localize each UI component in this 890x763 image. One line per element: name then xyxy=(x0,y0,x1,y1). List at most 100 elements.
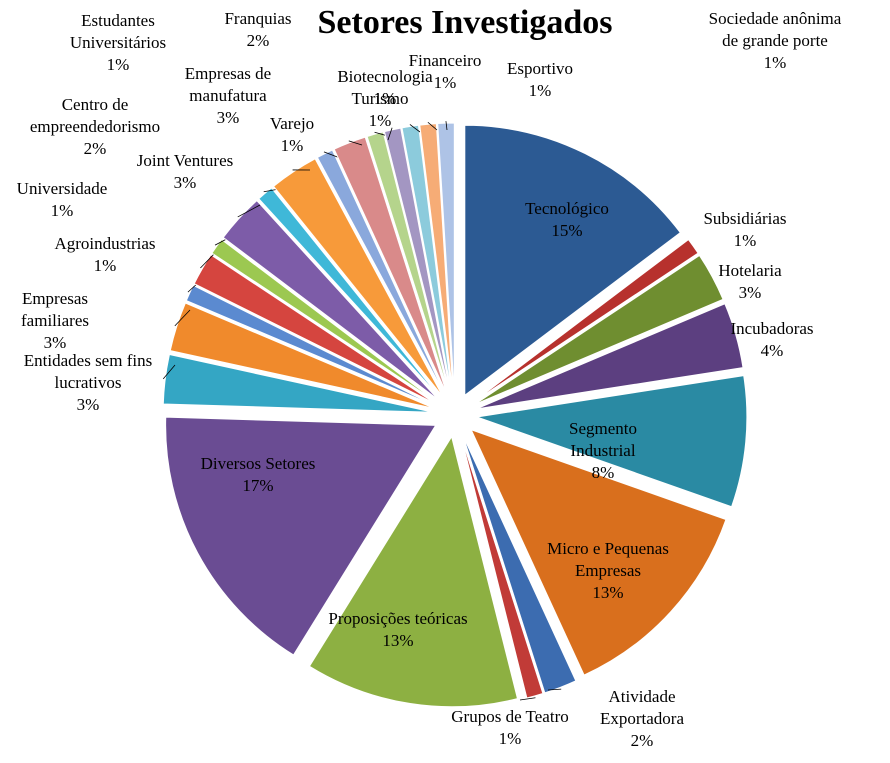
pie-slice xyxy=(460,436,544,699)
pie-slice xyxy=(464,124,681,397)
pie-slice xyxy=(366,131,450,394)
slice-label: Turismo 1% xyxy=(350,88,410,132)
slice-label: Sociedade anônima de grande porte 1% xyxy=(705,8,845,74)
value-label: 2% xyxy=(83,139,107,158)
category-label: Agroindustrias xyxy=(54,234,156,253)
value-label: 1% xyxy=(50,201,74,220)
value-label: 2% xyxy=(246,31,270,50)
leader-line xyxy=(547,688,562,691)
slice-label: Varejo 1% xyxy=(262,113,322,157)
value-label: 1% xyxy=(373,89,397,108)
pie-slice xyxy=(222,199,440,401)
slice-label: Financeiro 1% xyxy=(395,50,495,94)
category-label: Incubadoras xyxy=(730,319,814,338)
pie-slice xyxy=(316,149,446,396)
pie-slice xyxy=(258,187,442,399)
value-label: 1% xyxy=(528,81,552,100)
category-label: Tecnológico xyxy=(525,199,609,218)
category-label: Segmento Industrial xyxy=(569,419,637,460)
slice-label: Subsidiárias 1% xyxy=(685,208,805,252)
category-label: Centro de empreendedorismo xyxy=(29,95,161,136)
leader-line xyxy=(427,121,438,131)
pie-slice xyxy=(472,238,699,403)
category-label: Empresas familiares xyxy=(21,289,89,330)
pie-slice xyxy=(162,353,434,413)
value-label: 1% xyxy=(498,729,522,748)
slice-label: Incubadoras 4% xyxy=(712,318,832,362)
value-label: 8% xyxy=(591,463,615,482)
value-label: 3% xyxy=(738,283,762,302)
value-label: 13% xyxy=(592,583,624,602)
value-label: 1% xyxy=(763,53,787,72)
slice-label: Grupos de Teatro 1% xyxy=(425,706,595,750)
pie-slice xyxy=(272,158,444,397)
leader-line xyxy=(387,127,393,141)
value-label: 3% xyxy=(76,395,100,414)
value-label: 13% xyxy=(382,631,414,650)
slice-label: Agroindustrias 1% xyxy=(30,233,180,277)
leader-line xyxy=(348,140,363,146)
category-label: Financeiro xyxy=(408,51,482,70)
value-label: 1% xyxy=(433,73,457,92)
leader-line xyxy=(519,697,536,701)
pie-slice xyxy=(165,416,437,656)
slice-label: Atividade Exportadora 2% xyxy=(577,686,707,752)
category-label: Franquias xyxy=(224,9,292,28)
slice-label: Biotecnologia 1% xyxy=(325,66,445,110)
slice-label: Joint Ventures 3% xyxy=(120,150,250,194)
value-label: 3% xyxy=(43,333,67,352)
category-label: Entidades sem fins lucrativos xyxy=(23,351,153,392)
slice-label: Esportivo 1% xyxy=(490,58,590,102)
slice-label: Segmento Industrial 8% xyxy=(538,418,668,484)
category-label: Proposições teóricas xyxy=(328,609,468,628)
category-label: Grupos de Teatro xyxy=(451,707,569,726)
category-label: Universidade xyxy=(16,179,108,198)
value-label: 3% xyxy=(216,108,240,127)
value-label: 1% xyxy=(368,111,392,130)
pie-slice xyxy=(308,435,519,708)
slice-label: Proposições teóricas 13% xyxy=(328,608,468,652)
pie-slice xyxy=(462,435,577,694)
leader-line xyxy=(237,204,261,218)
category-label: Esportivo xyxy=(506,59,574,78)
pie-slice xyxy=(470,428,727,676)
slice-label: Diversos Setores 17% xyxy=(178,453,338,497)
value-label: 15% xyxy=(551,221,583,240)
slice-label: Micro e Pequenas Empresas 13% xyxy=(528,538,688,604)
value-label: 1% xyxy=(93,256,117,275)
slice-label: Centro de empreendedorismo 2% xyxy=(10,94,180,160)
category-label: Subsidiárias xyxy=(703,209,787,228)
pie-slice xyxy=(419,123,454,394)
slice-label: Franquias 2% xyxy=(208,8,308,52)
slice-label: Entidades sem fins lucrativos 3% xyxy=(3,350,173,416)
pie-slice xyxy=(333,136,448,395)
value-label: 4% xyxy=(760,341,784,360)
category-label: Hotelaria xyxy=(718,261,782,280)
category-label: Empresas de manufatura xyxy=(184,64,272,105)
value-label: 3% xyxy=(173,173,197,192)
pie-slice xyxy=(193,254,437,405)
pie-slice xyxy=(383,127,451,394)
leader-line xyxy=(174,309,191,327)
slice-label: Hotelaria 3% xyxy=(690,260,810,304)
pie-slice xyxy=(401,124,453,394)
leader-line xyxy=(162,364,176,380)
category-label: Biotecnologia xyxy=(337,67,433,86)
pie-slice xyxy=(474,254,724,406)
slice-label: Tecnológico 15% xyxy=(492,198,642,242)
pie-slice xyxy=(169,302,435,409)
category-label: Sociedade anônima de grande porte xyxy=(708,9,842,50)
value-label: 1% xyxy=(733,231,757,250)
category-label: Turismo xyxy=(351,89,409,108)
leader-line xyxy=(445,121,448,131)
category-label: Atividade Exportadora xyxy=(599,687,685,728)
pie-slice xyxy=(185,284,436,407)
category-label: Estudantes Universitários xyxy=(69,11,167,52)
leader-line xyxy=(409,124,421,133)
chart-title: Setores Investigados xyxy=(317,4,613,41)
pie-slice xyxy=(211,238,438,403)
slice-label: Estudantes Universitários 1% xyxy=(58,10,178,76)
slice-label: Universidade 1% xyxy=(2,178,122,222)
